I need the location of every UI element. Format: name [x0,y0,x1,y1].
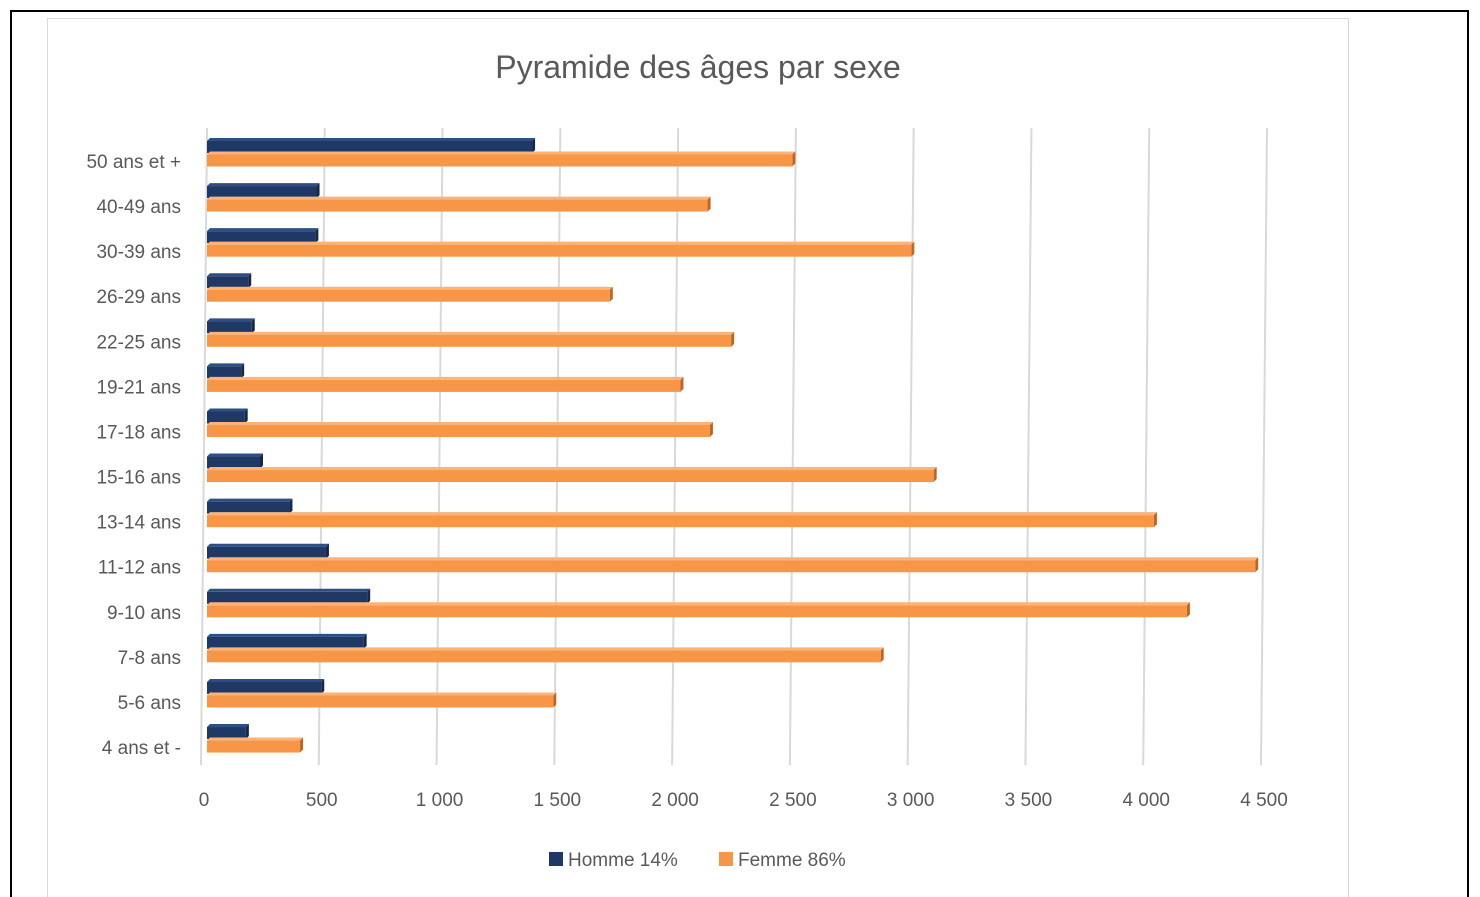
value-tick-label-9: 4 500 [1240,790,1288,811]
category-label-4-ans-et: 4 ans et - [102,738,181,759]
category-label-15-16-ans: 15-16 ans [96,468,181,489]
category-labels: 4 ans et - 5-6 ans 7-8 ans 9-10 ans 11-12 an… [86,152,181,759]
bar-femme-86-9-10-ans [207,602,1190,618]
gridline-5 [788,127,797,766]
gridline-1 [317,127,326,766]
category-label-40-49-ans: 40-49 ans [96,197,181,218]
bar-femme-86-11-12-ans [207,557,1259,573]
legend: Homme 14% Femme 86% [549,850,846,871]
legend-swatch [719,852,733,866]
bar-homme-14-19-21-ans [207,363,245,379]
value-tick-label-2: 1 000 [416,790,464,811]
bar-homme-14-30-39-ans [207,228,319,244]
bar-femme-86-13-14-ans [207,512,1157,528]
bar-femme-86-4-ans-et [207,737,304,753]
bar-femme-86-22-25-ans [207,331,735,347]
bar-homme-14-15-16-ans [207,453,263,469]
category-label-17-18-ans: 17-18 ans [96,422,181,443]
legend-item-homme-14: Homme 14% [549,850,678,871]
legend-item-femme-86: Femme 86% [719,850,846,871]
value-axis-labels: 0 500 1 000 1 500 2 000 2 500 3 000 3 500 4 000 4… [199,790,1288,811]
bar-homme-14-17-18-ans [207,408,248,424]
gridline-2 [435,127,444,766]
category-label-26-29-ans: 26-29 ans [96,287,181,308]
value-tick-label-8: 4 000 [1122,790,1170,811]
bar-homme-14-26-29-ans [207,273,252,289]
value-tick-label-3: 1 500 [534,790,582,811]
legend-label: Homme 14% [568,850,678,871]
gridline-3 [553,127,562,766]
bar-homme-14-40-49-ans [207,183,320,199]
bar-femme-86-40-49-ans [207,196,711,212]
bar-femme-86-7-8-ans [207,647,884,663]
category-label-5-6-ans: 5-6 ans [118,693,181,714]
bar-femme-86-15-16-ans [207,467,937,483]
category-label-50-ans-et: 50 ans et + [86,152,181,173]
bar-homme-14-50-ans-et [207,138,536,153]
bar-femme-86-50-ans-et [207,151,796,167]
category-label-13-14-ans: 13-14 ans [96,513,181,534]
category-label-19-21-ans: 19-21 ans [96,377,181,398]
bar-femme-86-26-29-ans [207,286,613,302]
category-label-9-10-ans: 9-10 ans [107,603,181,624]
value-tick-label-0: 0 [199,790,210,811]
value-tick-label-6: 3 000 [887,790,935,811]
bar-homme-14-11-12-ans [207,543,329,559]
bar-homme-14-9-10-ans [207,588,371,604]
gridline-9 [1260,127,1268,766]
category-label-7-8-ans: 7-8 ans [118,648,181,669]
bar-homme-14-22-25-ans [207,318,255,334]
category-label-22-25-ans: 22-25 ans [96,332,181,353]
bar-femme-86-30-39-ans [207,241,915,257]
bars [207,138,1259,753]
gridline-8 [1142,127,1151,766]
category-label-30-39-ans: 30-39 ans [96,242,181,263]
gridline-0 [200,127,208,766]
gridlines [200,127,1268,766]
gridline-6 [906,127,915,766]
chart-title: Pyramide des âges par sexe [495,49,901,85]
bar-femme-86-19-21-ans [207,376,684,392]
legend-swatch [549,852,563,866]
value-tick-label-4: 2 000 [651,790,699,811]
value-tick-label-7: 3 500 [1005,790,1053,811]
gridline-4 [671,127,680,766]
category-label-11-12-ans: 11-12 ans [98,558,181,579]
bar-homme-14-13-14-ans [207,498,293,514]
value-tick-label-1: 500 [306,790,338,811]
legend-label: Femme 86% [738,850,846,871]
value-tick-label-5: 2 500 [769,790,817,811]
bar-homme-14-4-ans-et [207,724,249,740]
gridline-7 [1024,127,1033,766]
bar-homme-14-7-8-ans [207,633,367,649]
bar-homme-14-5-6-ans [207,678,325,694]
bar-femme-86-5-6-ans [207,692,557,708]
bar-femme-86-17-18-ans [207,421,713,437]
